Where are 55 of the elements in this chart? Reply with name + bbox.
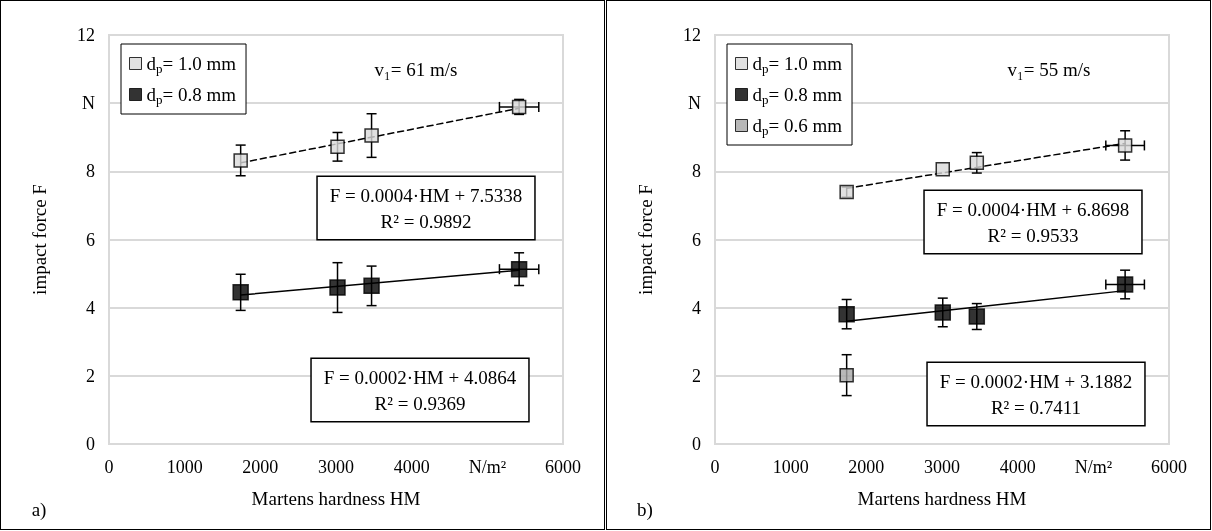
point bbox=[1116, 276, 1134, 293]
point bbox=[1117, 138, 1133, 153]
y-tick-label: 2 bbox=[86, 365, 95, 386]
x-tick-label: 1000 bbox=[166, 457, 203, 477]
y-tick-label: 2 bbox=[692, 365, 701, 386]
y-tick-label: 6 bbox=[86, 229, 95, 250]
y-tick-label: 0 bbox=[86, 434, 95, 454]
point bbox=[839, 367, 854, 383]
y-tick-label: 4 bbox=[692, 297, 701, 318]
text: a) bbox=[31, 498, 47, 521]
y-axis-title: impact force F bbox=[29, 184, 50, 295]
y-tick-label: N bbox=[82, 93, 95, 114]
point bbox=[232, 284, 249, 301]
y-tick-label: 6 bbox=[692, 229, 701, 250]
annotation: v₁= 55 m/s bbox=[1007, 58, 1091, 80]
y-tick-label: 12 bbox=[77, 25, 95, 45]
point bbox=[233, 153, 248, 168]
x-tick-label: 1000 bbox=[772, 457, 809, 477]
x-tick-label: 2000 bbox=[848, 457, 885, 477]
x-tick-label: 0 bbox=[104, 457, 114, 477]
annotation: F = 0.0002·HM + 4.0864 R² = 0.9369 bbox=[323, 366, 517, 414]
x-tick-label: N/m² bbox=[1074, 457, 1113, 477]
annotation: F = 0.0004·HM + 7.5338 R² = 0.9892 bbox=[329, 184, 523, 232]
x-tick-label: 2000 bbox=[242, 457, 279, 477]
annotation: v₁= 61 m/s bbox=[374, 58, 458, 80]
point bbox=[510, 260, 528, 278]
point bbox=[935, 162, 951, 177]
text: b) bbox=[637, 498, 653, 521]
x-tick-label: 4000 bbox=[999, 457, 1036, 477]
x-axis-title: Martens hardness HM bbox=[251, 488, 421, 509]
point bbox=[330, 139, 345, 155]
x-tick-label: N/m² bbox=[468, 457, 507, 477]
x-tick-label: 6000 bbox=[1151, 457, 1187, 477]
annotation: F = 0.0002·HM + 3.1882 R² = 0.7411 bbox=[939, 370, 1133, 418]
y-tick-label: 4 bbox=[86, 297, 95, 318]
point bbox=[838, 305, 855, 323]
point bbox=[364, 128, 379, 143]
y-tick-label: 8 bbox=[86, 161, 95, 182]
x-axis-title: Martens hardness HM bbox=[857, 488, 1027, 509]
point bbox=[934, 304, 952, 321]
y-tick-label: 12 bbox=[683, 25, 701, 45]
point bbox=[968, 308, 986, 325]
point bbox=[329, 279, 346, 296]
point bbox=[363, 277, 380, 295]
y-axis-title: impact force F bbox=[635, 184, 656, 295]
annotation: F = 0.0004·HM + 6.8698 R² = 0.9533 bbox=[936, 198, 1130, 246]
x-tick-label: 3000 bbox=[318, 457, 354, 477]
y-tick-label: 0 bbox=[692, 434, 701, 454]
y-tick-label: 8 bbox=[692, 161, 701, 182]
y-tick-label: N bbox=[688, 93, 701, 114]
x-tick-label: 6000 bbox=[545, 457, 581, 477]
x-tick-label: 4000 bbox=[393, 457, 430, 477]
point bbox=[969, 155, 985, 171]
x-tick-label: 0 bbox=[710, 457, 720, 477]
x-tick-label: 3000 bbox=[924, 457, 960, 477]
